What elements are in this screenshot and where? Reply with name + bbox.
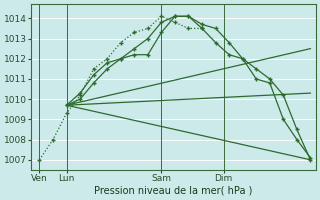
X-axis label: Pression niveau de la mer( hPa ): Pression niveau de la mer( hPa ) (94, 186, 253, 196)
